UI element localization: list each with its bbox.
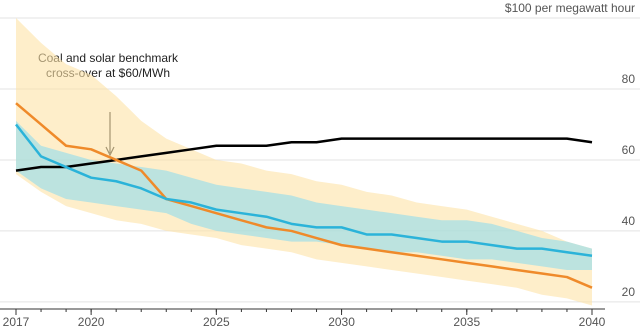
series-line — [15, 102, 593, 289]
annotation-line: Coal and solar benchmark — [38, 51, 179, 65]
x-tick-label: 2035 — [453, 315, 480, 329]
band — [16, 120, 592, 270]
y-tick-label: 20 — [622, 285, 636, 299]
y-tick-label: 40 — [622, 214, 636, 228]
x-tick-label: 2025 — [203, 315, 230, 329]
series-line — [15, 137, 593, 172]
y-tick-label: 60 — [622, 143, 636, 157]
x-tick-label: 2040 — [579, 315, 606, 329]
y-tick-label: $100 per megawatt hour — [505, 1, 635, 15]
series-line — [15, 123, 593, 258]
x-tick-label: 2017 — [3, 315, 30, 329]
x-tick-label: 2030 — [328, 315, 355, 329]
y-tick-label: 80 — [622, 72, 636, 86]
x-tick-label: 2020 — [78, 315, 105, 329]
